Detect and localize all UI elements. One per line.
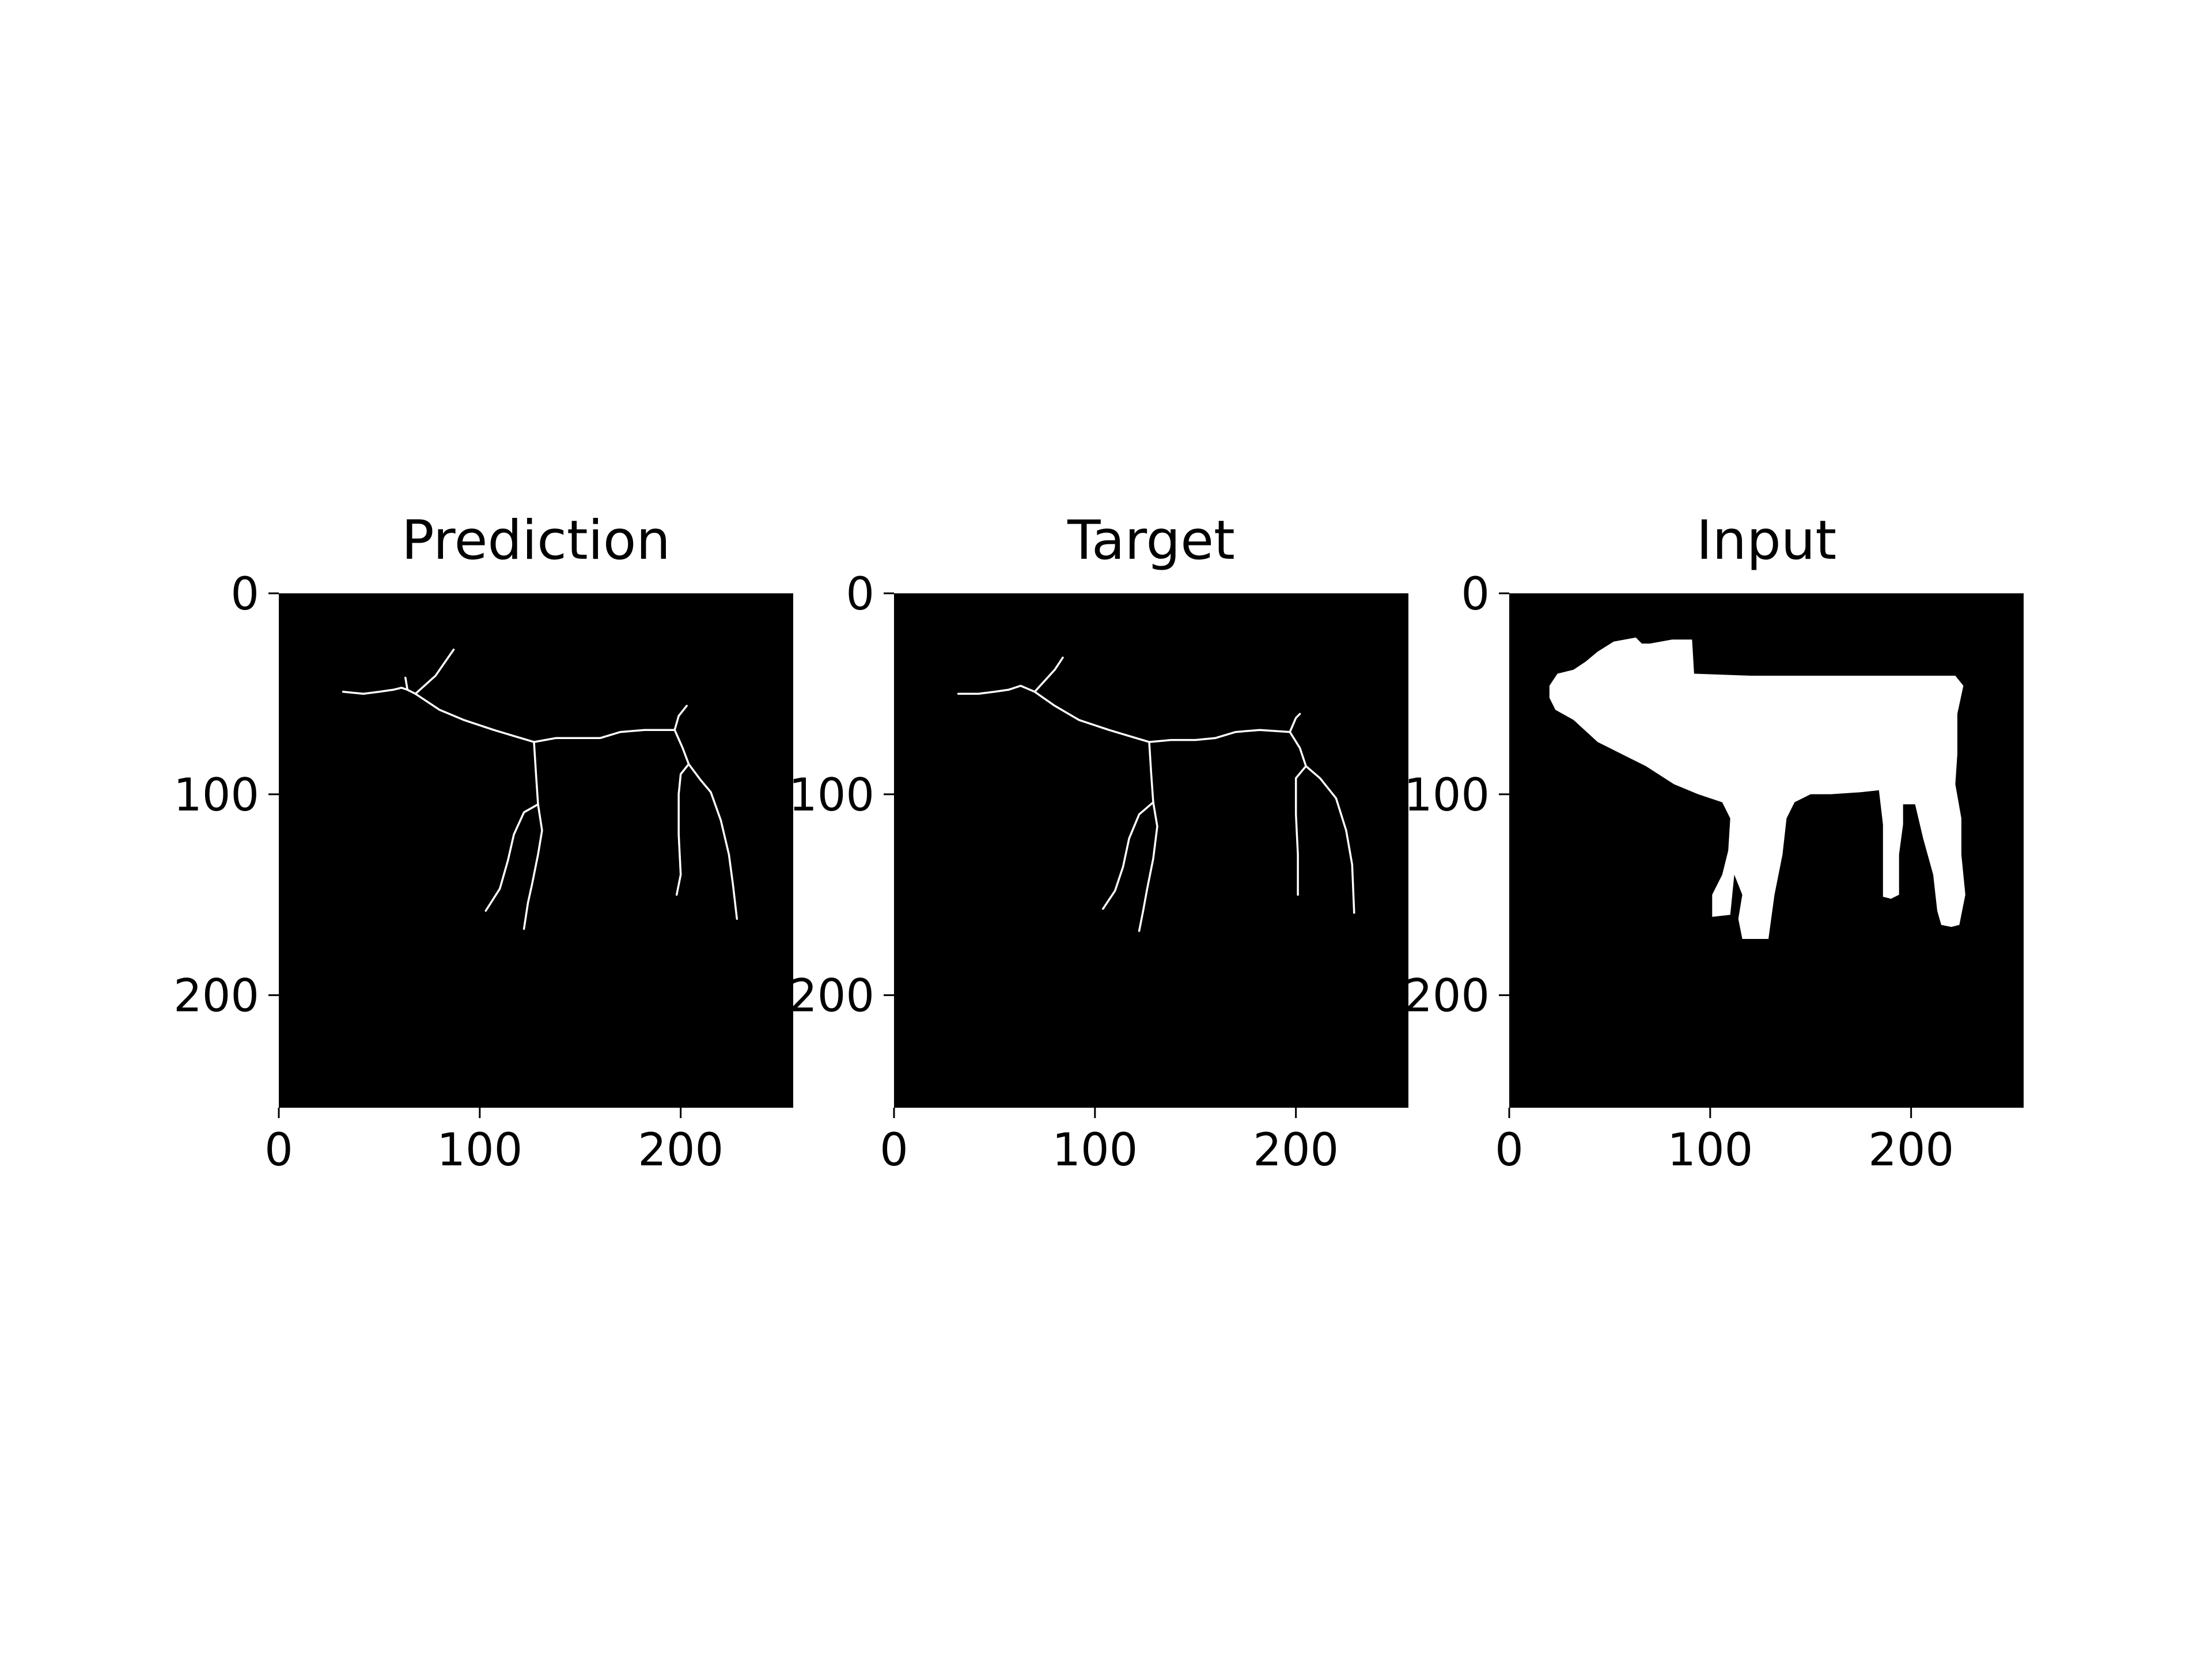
target-y-tick-label: 100: [789, 770, 874, 821]
target-x-tick-label: 0: [880, 1124, 908, 1176]
prediction-skeleton-segment-5: [673, 704, 688, 731]
prediction-image: [279, 593, 793, 1108]
input-title: Input: [1696, 509, 1836, 572]
prediction-x-tick-label: 0: [264, 1124, 293, 1176]
prediction-skeleton-segment-9: [533, 741, 539, 806]
prediction-content: [342, 648, 738, 930]
target-skeleton-segment-3: [1148, 729, 1291, 743]
target-title: Target: [1067, 509, 1235, 572]
prediction-skeleton-segment-4: [533, 729, 676, 743]
target-skeleton-segment-8: [1148, 741, 1154, 804]
input-panel: Input 0 100 200 0 100 200: [1404, 509, 2024, 1176]
prediction-title: Prediction: [402, 509, 671, 572]
target-skeleton-segment-2: [1033, 691, 1150, 743]
prediction-x-tick-label: 200: [638, 1124, 724, 1176]
target-skeleton-segment-7: [1305, 765, 1355, 914]
prediction-skeleton-segment-6: [673, 729, 690, 766]
input-silhouette: [1549, 637, 1965, 939]
target-content: [957, 656, 1355, 932]
target-skeleton-segment-5: [1289, 730, 1307, 767]
input-content: [1549, 637, 1965, 939]
input-y-tick-label: 100: [1404, 770, 1490, 821]
prediction-skeleton-segment-1: [404, 676, 409, 691]
prediction-skeleton-segment-7: [675, 763, 690, 896]
prediction-skeleton-segment-3: [414, 692, 535, 743]
input-x-tick-label: 0: [1495, 1124, 1524, 1176]
prediction-skeleton-segment-10: [484, 803, 539, 912]
prediction-y-tick-label: 100: [173, 770, 259, 821]
target-skeleton-segment-1: [1033, 656, 1064, 693]
input-y-tick-label: 200: [1404, 971, 1490, 1022]
target-skeleton-segment-0: [957, 684, 1036, 695]
target-y-tick-label: 0: [846, 569, 874, 620]
target-panel: Target 0 100 200 0 100 200: [789, 509, 1408, 1176]
prediction-skeleton-segment-2: [414, 648, 455, 695]
target-skeleton-segment-10: [1138, 801, 1158, 932]
input-y-tick-label: 0: [1461, 569, 1490, 620]
prediction-skeleton-segment-11: [522, 803, 543, 930]
target-skeleton-segment-6: [1294, 765, 1307, 896]
input-x-tick-label: 200: [1868, 1124, 1954, 1176]
input-x-tick-label: 100: [1667, 1124, 1753, 1176]
target-image: [894, 593, 1408, 1108]
prediction-y-tick-label: 0: [230, 569, 259, 620]
target-x-tick-label: 100: [1052, 1124, 1138, 1176]
prediction-panel: Prediction 0 100 200 0 100 200: [173, 509, 793, 1176]
target-x-tick-label: 200: [1253, 1124, 1339, 1176]
target-skeleton-segment-4: [1289, 713, 1301, 733]
prediction-y-tick-label: 200: [173, 971, 259, 1022]
target-y-tick-label: 200: [789, 971, 874, 1022]
target-skeleton-segment-9: [1102, 801, 1154, 910]
prediction-x-tick-label: 100: [437, 1124, 522, 1176]
prediction-skeleton-segment-8: [687, 763, 738, 920]
